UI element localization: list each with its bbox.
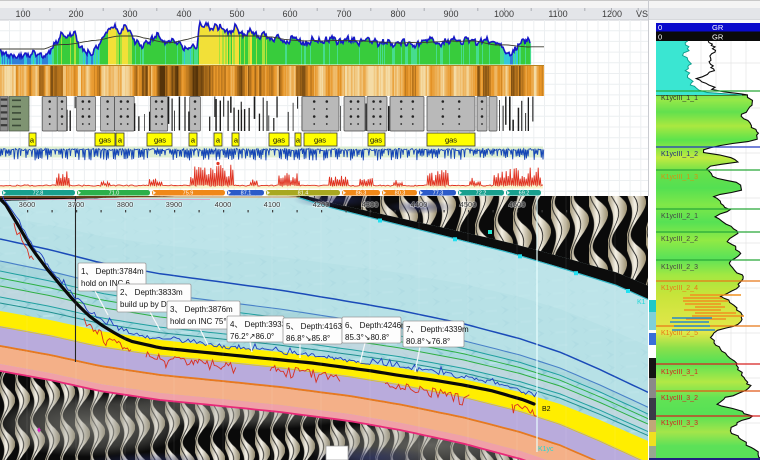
svg-text:4200: 4200 [313,200,330,209]
svg-text:3900: 3900 [166,200,183,209]
svg-text:a: a [216,136,221,145]
svg-text:3、 Depth:3876m: 3、 Depth:3876m [170,305,233,314]
svg-text:4600: 4600 [509,200,526,209]
svg-text:1100: 1100 [548,9,567,19]
svg-text:100: 100 [15,9,30,19]
svg-text:4000: 4000 [215,200,232,209]
svg-text:K1ycIII_2_4: K1ycIII_2_4 [661,285,698,292]
svg-text:K1ycIII_2_5: K1ycIII_2_5 [661,330,698,337]
svg-text:5、 Depth:4163m: 5、 Depth:4163m [286,322,349,331]
svg-text:VS: VS [636,9,648,19]
svg-text:71.0: 71.0 [109,191,120,197]
svg-text:K1ycIII_2_2: K1ycIII_2_2 [661,236,698,243]
svg-text:4400: 4400 [411,200,428,209]
svg-text:gas: gas [154,136,166,145]
svg-text:80.8°↘76.8°: 80.8°↘76.8° [406,337,450,346]
svg-text:4300: 4300 [362,200,379,209]
svg-text:K1ycIII_2_3: K1ycIII_2_3 [661,264,698,271]
svg-text:500: 500 [229,9,244,19]
svg-text:85.3°↘80.8°: 85.3°↘80.8° [345,333,389,342]
svg-text:700: 700 [336,9,351,19]
svg-text:K1ycIII_1_2: K1ycIII_1_2 [661,151,698,158]
svg-text:3700: 3700 [68,200,85,209]
svg-text:900: 900 [443,9,458,19]
svg-text:300: 300 [122,9,137,19]
svg-text:1000: 1000 [494,9,514,19]
svg-text:600: 600 [282,9,297,19]
svg-text:hold on INC 6: hold on INC 6 [81,279,130,288]
svg-text:77.3: 77.3 [433,191,444,197]
svg-text:K1yc: K1yc [538,446,554,453]
svg-text:4500: 4500 [460,200,477,209]
svg-text:a: a [234,136,239,145]
svg-text:87.1: 87.1 [241,191,252,197]
svg-text:gas: gas [99,136,111,145]
svg-text:K1ycIII_1_3: K1ycIII_1_3 [661,174,698,181]
svg-text:GR: GR [712,33,724,42]
svg-text:86.3: 86.3 [356,191,367,197]
svg-text:gas: gas [314,136,326,145]
svg-text:GR: GR [712,23,724,32]
svg-text:69.2: 69.2 [519,191,530,197]
svg-text:4100: 4100 [264,200,281,209]
svg-text:800: 800 [390,9,405,19]
svg-text:a: a [296,136,301,145]
svg-text:gas: gas [273,136,285,145]
svg-text:a: a [118,136,123,145]
svg-text:72.2: 72.2 [476,191,487,197]
svg-text:K1ycIII_1_1: K1ycIII_1_1 [661,95,698,102]
svg-text:80.3: 80.3 [395,191,406,197]
svg-text:B2: B2 [542,406,551,413]
svg-text:81.4: 81.4 [298,191,309,197]
svg-text:K1ycIII_3_1: K1ycIII_3_1 [661,369,698,376]
svg-text:2、 Depth:3833m: 2、 Depth:3833m [120,288,183,297]
svg-text:86.8°↘85.8°: 86.8°↘85.8° [286,334,330,343]
svg-text:a: a [30,136,35,145]
svg-text:400: 400 [176,9,191,19]
svg-text:3800: 3800 [117,200,134,209]
svg-text:K1ycIII_2_1: K1ycIII_2_1 [661,213,698,220]
svg-text:gas: gas [370,136,382,145]
svg-text:K1ycIII_3_3: K1ycIII_3_3 [661,420,698,427]
svg-text:3600: 3600 [19,200,36,209]
svg-text:200: 200 [68,9,83,19]
svg-text:75.9: 75.9 [183,191,194,197]
svg-text:K1ycIII_3_2: K1ycIII_3_2 [661,395,698,402]
svg-text:7、 Depth:4339m: 7、 Depth:4339m [406,325,469,334]
svg-text:a: a [191,136,196,145]
svg-text:build up by DL: build up by DL [120,300,172,309]
svg-text:1、 Depth:3784m: 1、 Depth:3784m [81,267,144,276]
svg-text:76.2°↗86.0°: 76.2°↗86.0° [230,332,274,341]
svg-text:gas: gas [445,136,457,145]
svg-text:hold on INC 75°: hold on INC 75° [170,317,227,326]
svg-text:K1: K1 [637,299,646,306]
svg-text:6、 Depth:4246m: 6、 Depth:4246m [345,321,408,330]
svg-text:1200: 1200 [602,9,622,19]
svg-text:4、 Depth:3933: 4、 Depth:3933 [230,320,287,329]
svg-text:72.8: 72.8 [33,191,44,197]
svg-text:0: 0 [658,33,662,42]
svg-text:0: 0 [658,23,662,32]
